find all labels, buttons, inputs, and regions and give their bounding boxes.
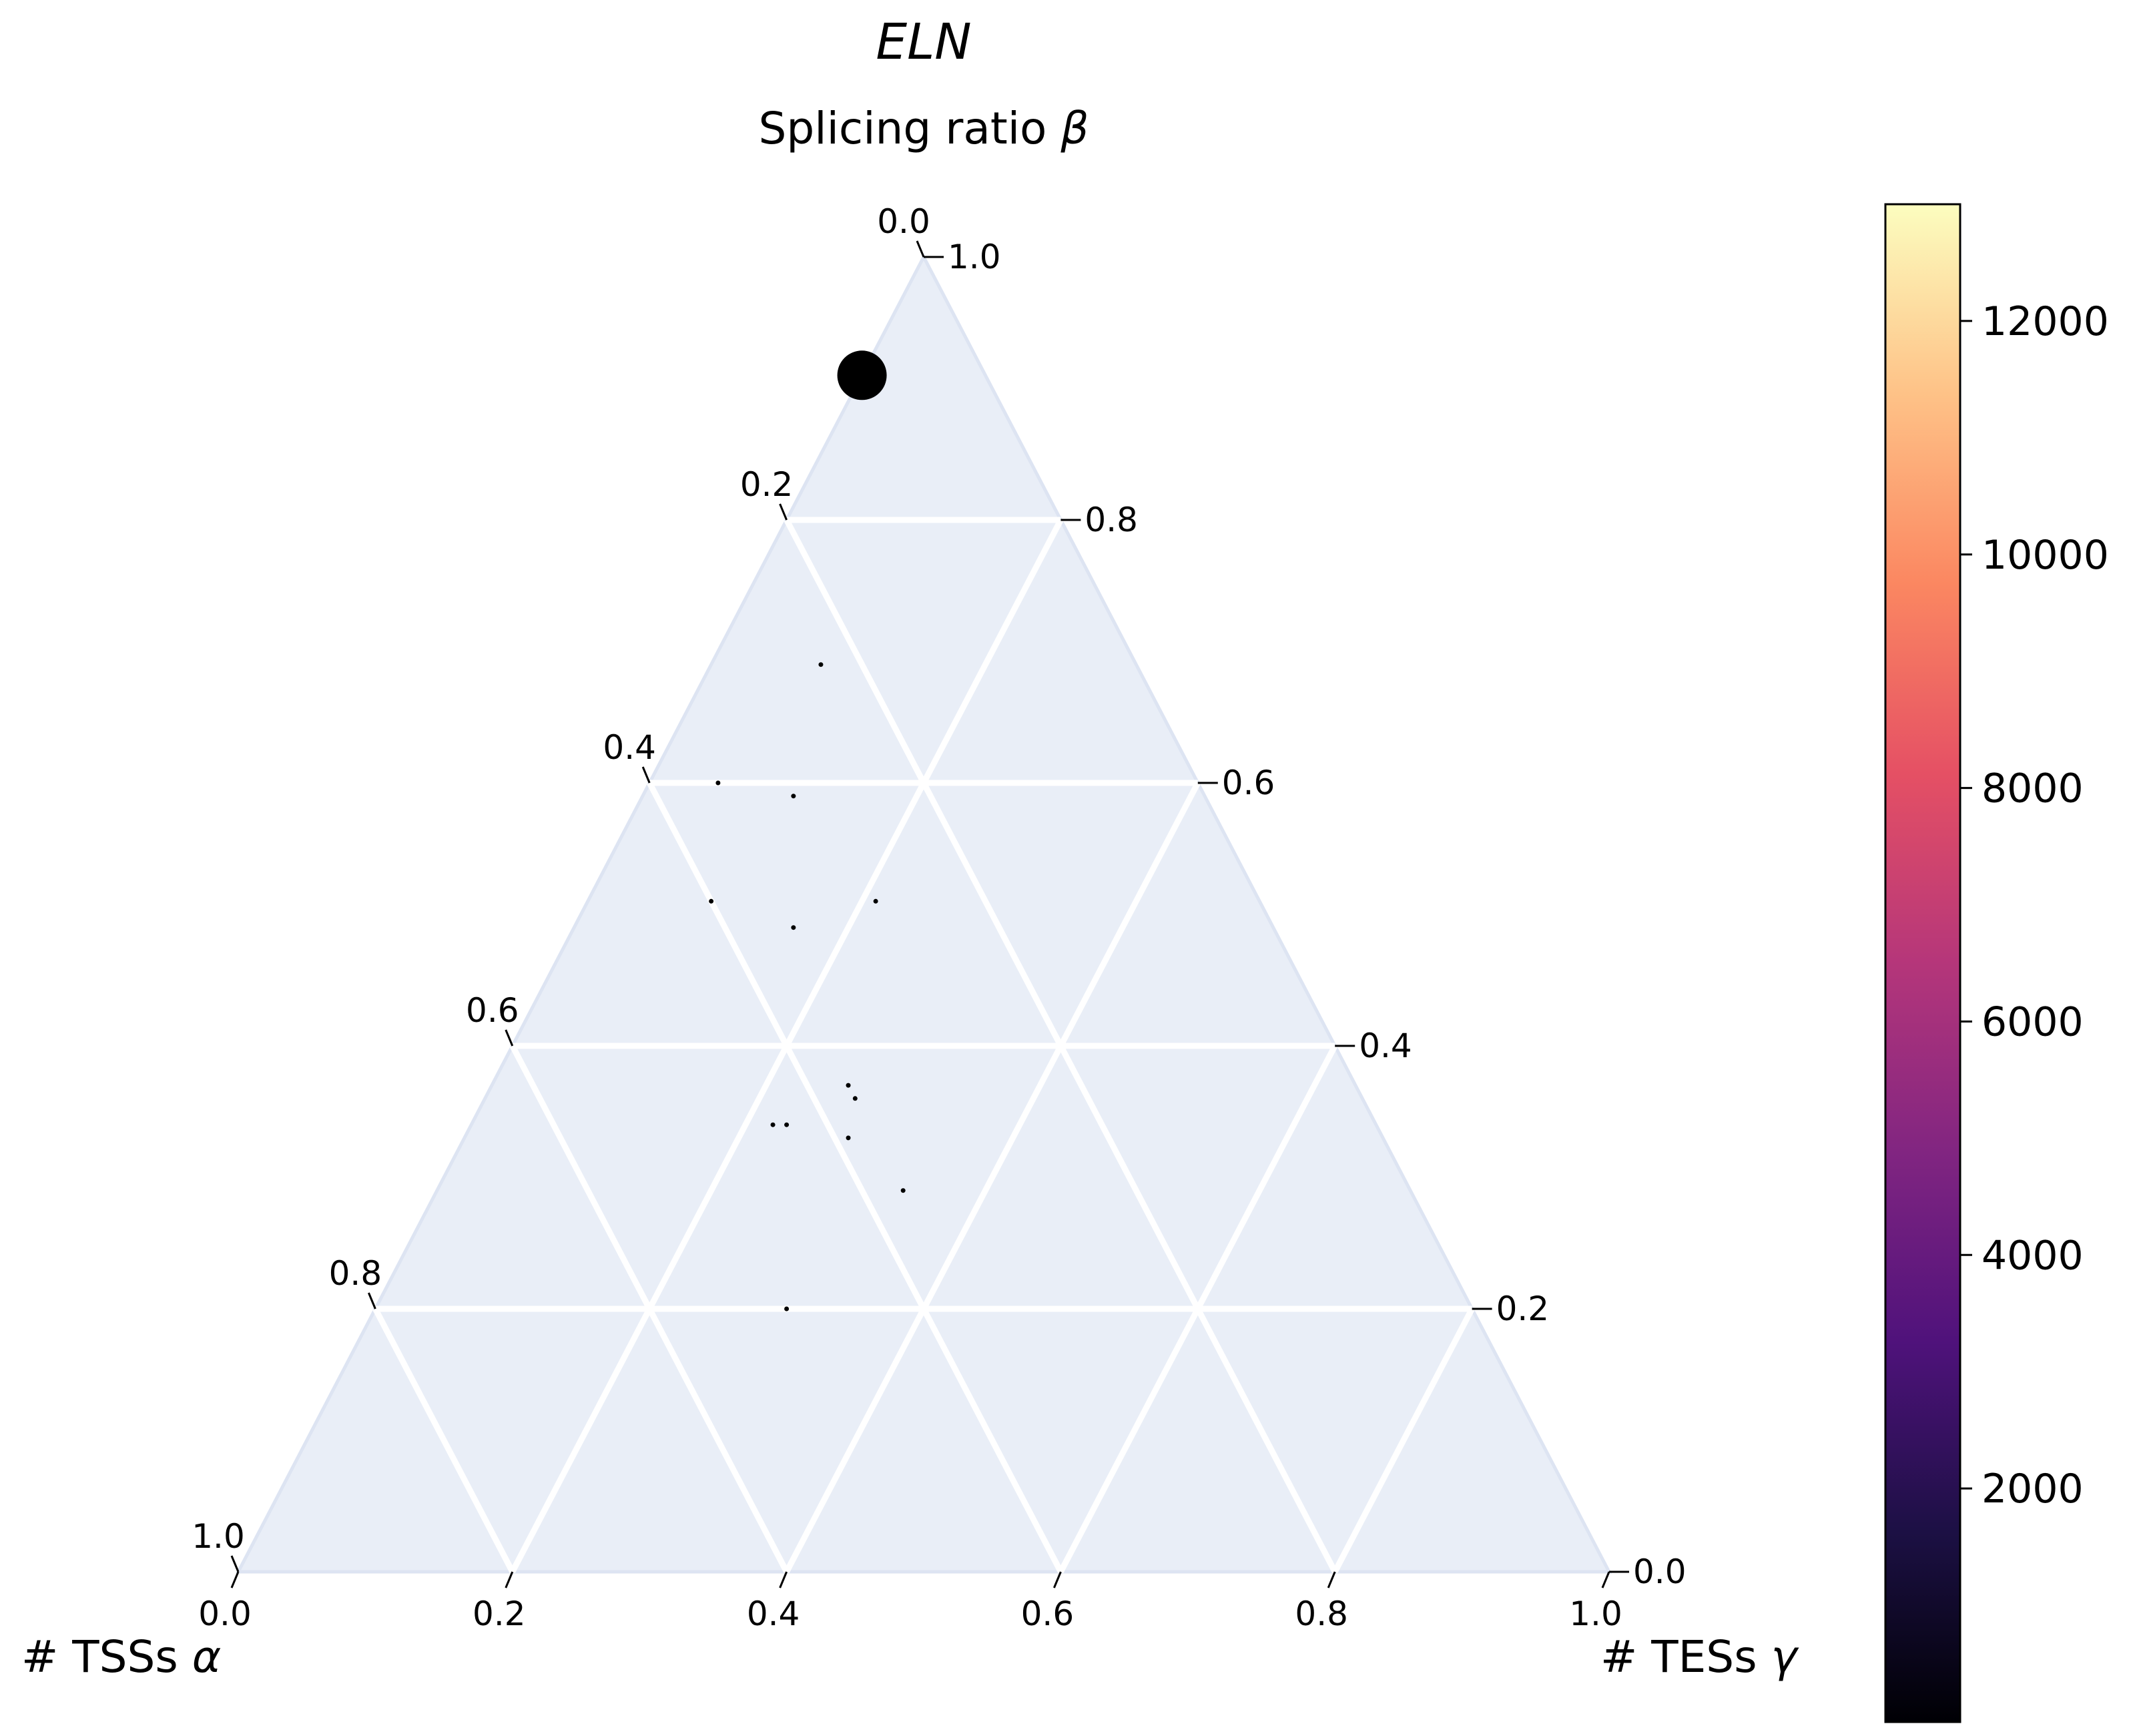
left-tick-label: 0.6 [466,991,519,1030]
left-tick [779,503,788,521]
bottom-tick-label: 0.0 [198,1595,252,1633]
left-axis-title-main: # TSSs [21,1631,192,1683]
bottom-tick-label: 1.0 [1569,1595,1622,1633]
data-point [818,662,824,667]
ternary-plot-area [235,253,1612,1574]
data-point [873,898,878,904]
top-axis-title: Splicing ratio β [758,103,1089,154]
data-point [900,1188,906,1193]
colorbar-ticks: 2000 4000 6000 8000 10000 12000 [1960,298,2109,1512]
top-axis-title-main: Splicing ratio [758,103,1060,154]
right-axis-title: # TESs γ [1600,1631,1799,1683]
bottom-tick [1327,1571,1336,1588]
left-tick-label: 0.8 [329,1254,382,1293]
grid-line [1332,1307,1475,1574]
right-tick-label: 1.0 [948,238,1001,276]
right-tick-label: 0.8 [1085,501,1138,539]
grid-line [372,1307,515,1574]
left-tick [368,1292,376,1310]
right-axis-title-main: # TESs [1600,1631,1771,1683]
left-tick [641,766,651,784]
left-axis-title: # TSSs α [21,1631,221,1683]
colorbar-tick-label: 6000 [1981,998,2084,1045]
right-tick-label: 0.6 [1222,764,1275,802]
chart-title: ELN [876,13,971,71]
bottom-tick-label: 0.2 [473,1595,526,1633]
bottom-tick [779,1571,788,1588]
data-point [846,1135,851,1141]
data-point [846,1083,851,1088]
grid-line [784,781,1201,1574]
left-axis-title-symbol: α [192,1631,222,1683]
bottom-tick [1601,1571,1610,1588]
colorbar-tick-label: 4000 [1981,1232,2084,1279]
colorbar-tick-label: 8000 [1981,766,2084,812]
bottom-tick [505,1571,514,1588]
left-tick-label: 0.0 [877,202,930,241]
ternary-grid [372,517,1475,1574]
data-point [791,925,796,930]
bottom-tick-label: 0.8 [1295,1595,1348,1633]
left-tick-label: 0.4 [603,728,656,767]
grid-line [647,781,1064,1574]
left-tick [916,240,925,258]
bottom-tick [1053,1571,1062,1588]
data-point [715,780,721,786]
right-axis-title-symbol: γ [1771,1631,1799,1683]
right-tick-label: 0.0 [1633,1552,1687,1591]
data-points [709,350,906,1312]
ternary-ticks: 0.0 0.0 1.0 0.2 0.2 0.8 0.4 0.4 0.6 0.6 0.6 0.4 0.8 0… [192,202,1686,1633]
right-tick-label: 0.2 [1496,1289,1550,1328]
data-point [837,350,887,400]
data-point [852,1096,858,1101]
data-point [709,898,714,904]
left-tick [230,1555,240,1572]
data-point [791,794,796,799]
top-axis-title-symbol: β [1060,103,1089,154]
left-tick-label: 0.2 [740,465,794,504]
grid-line [1058,1044,1338,1574]
data-point [770,1122,776,1127]
colorbar-tick-label: 2000 [1981,1466,2084,1512]
grid-line [509,1044,790,1574]
colorbar: 2000 4000 6000 8000 10000 12000 [1884,203,2109,1723]
left-tick-label: 1.0 [192,1517,245,1556]
colorbar-tick-label: 12000 [1981,298,2109,345]
left-tick [505,1029,514,1047]
colorbar-tick-label: 10000 [1981,532,2109,579]
data-point [784,1122,790,1127]
colorbar-bar [1884,203,1961,1723]
right-tick-label: 0.4 [1359,1027,1412,1065]
data-point [784,1306,790,1312]
bottom-tick-label: 0.4 [747,1595,800,1633]
bottom-tick [230,1571,240,1588]
bottom-tick-label: 0.6 [1021,1595,1075,1633]
